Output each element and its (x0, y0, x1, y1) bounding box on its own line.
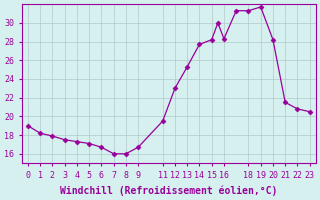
X-axis label: Windchill (Refroidissement éolien,°C): Windchill (Refroidissement éolien,°C) (60, 185, 277, 196)
